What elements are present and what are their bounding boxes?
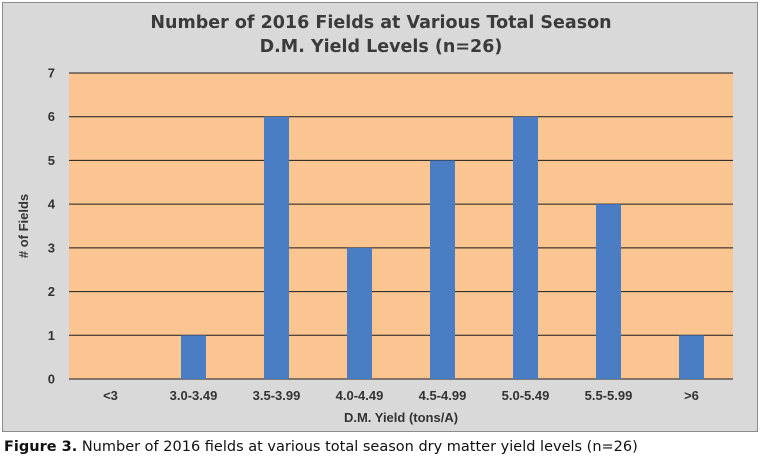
bar xyxy=(264,116,289,379)
y-tick-label: 1 xyxy=(48,328,55,343)
y-tick-label: 0 xyxy=(48,372,55,387)
y-tick-label: 4 xyxy=(48,197,56,212)
plot-area xyxy=(69,73,733,379)
bar xyxy=(347,247,372,379)
bar-chart: 0 1 2 3 4 5 6 7 <3 3.0-3.49 3.5-3.99 4.0-4.49 4.5-4.… xyxy=(16,66,733,425)
y-tick-label: 3 xyxy=(48,240,55,255)
bar xyxy=(181,335,206,379)
caption-label: Figure 3. xyxy=(4,439,78,455)
x-tick-label: 3.5-3.99 xyxy=(253,388,301,403)
x-tick-label: 4.0-4.49 xyxy=(336,388,384,403)
x-tick-label: <3 xyxy=(103,388,118,403)
bar xyxy=(430,160,455,379)
y-axis-title: # of Fields xyxy=(16,194,31,258)
chart-title-line-2: D.M. Yield Levels (n=26) xyxy=(259,37,503,57)
x-tick-label: 3.0-3.49 xyxy=(170,388,218,403)
figure-caption: Figure 3. Number of 2016 fields at vario… xyxy=(4,439,762,455)
y-tick-label: 5 xyxy=(48,153,55,168)
x-axis-title: D.M. Yield (tons/A) xyxy=(344,410,458,425)
y-tick-label: 6 xyxy=(48,109,55,124)
bar xyxy=(596,204,621,379)
caption-text: Number of 2016 fields at various total s… xyxy=(81,439,638,455)
x-tick-label: 5.5-5.99 xyxy=(585,388,633,403)
chart-title: Number of 2016 Fields at Various Total S… xyxy=(3,11,759,59)
x-tick-label: 5.0-5.49 xyxy=(502,388,550,403)
bar xyxy=(513,116,538,379)
y-tick-label: 2 xyxy=(48,284,55,299)
chart-area: Number of 2016 Fields at Various Total S… xyxy=(2,2,758,432)
bar xyxy=(679,335,704,379)
x-tick-label: >6 xyxy=(684,388,699,403)
y-tick-label: 7 xyxy=(48,66,55,81)
chart-title-line-1: Number of 2016 Fields at Various Total S… xyxy=(150,13,612,33)
x-tick-label: 4.5-4.99 xyxy=(419,388,467,403)
